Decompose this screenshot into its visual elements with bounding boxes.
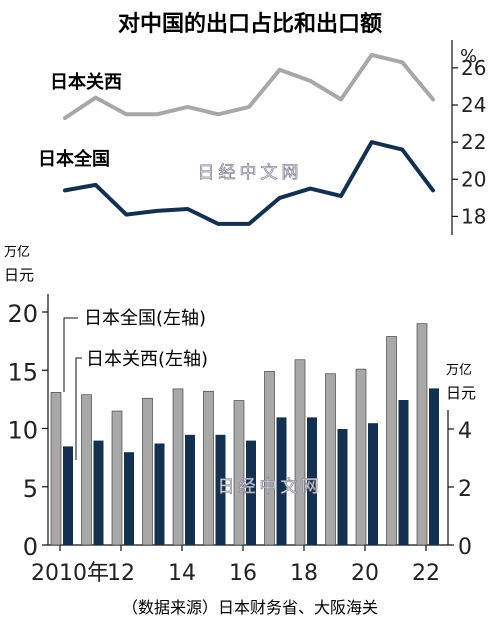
kansai-export-bar <box>124 452 134 545</box>
right-axis-unit-line2: 日元 <box>446 384 476 402</box>
right-y-tick-label: 2 <box>458 477 472 502</box>
legend-kansai-leader <box>75 357 82 460</box>
chart-title: 对中国的出口占比和出口额 <box>118 11 382 37</box>
legend-japan-share: 日本全国 <box>38 148 110 170</box>
kansai-export-bar <box>246 440 256 545</box>
kansai-export-bar <box>398 400 409 545</box>
source-note: （数据来源）日本财务省、大阪海关 <box>122 598 378 617</box>
left-axis-unit-line2: 日元 <box>4 266 34 284</box>
japan-export-bar <box>50 392 62 546</box>
kansai-export-bar <box>63 446 73 545</box>
share-line-chart: % 18 20 22 24 26 日本关西 日本全国 <box>38 40 486 235</box>
kansai-export-bar <box>337 429 348 545</box>
right-y-tick-label: 4 <box>458 419 472 444</box>
japan-export-bar <box>233 400 245 546</box>
kansai-export-bar <box>93 440 104 545</box>
kansai-export-bar <box>215 434 226 545</box>
left-y-tick-label: 15 <box>7 358 38 386</box>
kansai-export-bar <box>429 388 439 545</box>
japan-export-bar <box>294 359 306 546</box>
legend-kansai-share: 日本关西 <box>50 71 122 93</box>
japan-export-bar <box>264 371 275 546</box>
share-y-tick-label: 24 <box>461 93 486 117</box>
right-y-tick-label: 0 <box>458 535 472 560</box>
left-y-tick-label: 10 <box>7 417 38 445</box>
legend-japan-value: 日本全国(左轴) <box>84 308 206 329</box>
x-tick-label: 2010年 <box>31 561 109 586</box>
kansai-share-line <box>63 52 435 120</box>
x-tick-label: 22 <box>412 561 440 586</box>
japan-export-bar <box>203 390 214 546</box>
legend-japan-leader <box>63 317 78 392</box>
japan-export-bar <box>355 368 367 546</box>
japan-export-bar <box>416 323 428 546</box>
left-axis-unit-line1: 万亿 <box>4 245 30 260</box>
japan-export-bar <box>172 388 184 546</box>
x-tick-label: 18 <box>290 561 318 586</box>
japan-share-line <box>63 140 435 226</box>
kansai-export-bar <box>154 443 165 545</box>
japan-export-bar <box>142 397 153 546</box>
x-tick-label: 20 <box>351 561 379 586</box>
kansai-export-bar <box>185 434 195 545</box>
japan-export-bar <box>325 373 336 546</box>
left-y-tick-label: 5 <box>23 475 38 503</box>
share-y-tick-label: 18 <box>461 204 486 228</box>
share-unit-label: % <box>460 46 477 67</box>
kansai-export-bar <box>307 417 317 545</box>
left-y-tick-label: 20 <box>7 300 38 328</box>
japan-export-bar <box>111 410 123 546</box>
legend-kansai-value: 日本关西(左轴) <box>86 349 208 370</box>
japan-export-bar <box>386 336 397 546</box>
japan-export-bar <box>81 394 92 546</box>
left-y-tick-label: 0 <box>23 533 38 561</box>
share-y-tick-label: 26 <box>461 56 486 80</box>
kansai-export-bar <box>276 417 287 545</box>
x-tick-label: 14 <box>168 561 196 586</box>
watermark-bottom: 日经中文网 <box>218 477 323 497</box>
right-axis-unit-line1: 万亿 <box>446 363 472 378</box>
watermark-top: 日经中文网 <box>198 163 303 183</box>
x-tick-label: 12 <box>107 561 135 586</box>
x-tick-label: 16 <box>229 561 257 586</box>
share-y-tick-label: 22 <box>461 130 486 154</box>
kansai-export-bar <box>368 423 378 545</box>
share-y-tick-label: 20 <box>461 167 486 191</box>
